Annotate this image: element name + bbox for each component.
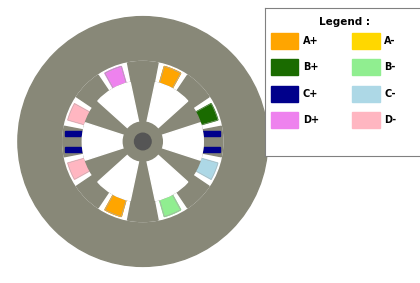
Polygon shape bbox=[105, 188, 128, 216]
Text: B-: B- bbox=[384, 62, 396, 72]
Text: A-: A- bbox=[384, 36, 396, 46]
Text: B+: B+ bbox=[303, 62, 318, 72]
Circle shape bbox=[82, 81, 203, 202]
Wedge shape bbox=[128, 189, 158, 222]
Polygon shape bbox=[68, 156, 97, 179]
FancyBboxPatch shape bbox=[271, 59, 298, 76]
Circle shape bbox=[18, 17, 268, 266]
Wedge shape bbox=[170, 75, 209, 114]
Wedge shape bbox=[76, 169, 116, 208]
Wedge shape bbox=[82, 123, 124, 160]
Polygon shape bbox=[158, 67, 181, 95]
Polygon shape bbox=[158, 188, 181, 216]
Circle shape bbox=[134, 133, 151, 150]
Text: A+: A+ bbox=[303, 36, 318, 46]
Polygon shape bbox=[68, 104, 97, 127]
Wedge shape bbox=[161, 123, 203, 160]
Wedge shape bbox=[98, 155, 139, 201]
Polygon shape bbox=[105, 188, 128, 216]
Wedge shape bbox=[63, 126, 95, 157]
Wedge shape bbox=[98, 82, 139, 128]
Polygon shape bbox=[158, 67, 181, 95]
Circle shape bbox=[123, 122, 162, 161]
Polygon shape bbox=[158, 188, 181, 216]
Polygon shape bbox=[105, 67, 128, 95]
FancyBboxPatch shape bbox=[271, 86, 298, 102]
Text: C+: C+ bbox=[303, 89, 318, 99]
Wedge shape bbox=[147, 82, 188, 128]
Text: Legend :: Legend : bbox=[319, 17, 370, 27]
FancyBboxPatch shape bbox=[352, 59, 380, 76]
FancyBboxPatch shape bbox=[271, 112, 298, 128]
FancyBboxPatch shape bbox=[196, 147, 220, 153]
FancyBboxPatch shape bbox=[196, 130, 220, 136]
Polygon shape bbox=[189, 104, 218, 127]
FancyBboxPatch shape bbox=[271, 33, 298, 49]
Polygon shape bbox=[189, 156, 218, 179]
Text: D+: D+ bbox=[303, 115, 319, 125]
Wedge shape bbox=[147, 155, 188, 201]
FancyBboxPatch shape bbox=[65, 147, 89, 153]
FancyBboxPatch shape bbox=[352, 86, 380, 102]
Wedge shape bbox=[128, 61, 158, 94]
Polygon shape bbox=[105, 67, 128, 95]
FancyBboxPatch shape bbox=[352, 33, 380, 49]
Circle shape bbox=[63, 61, 223, 222]
Text: C-: C- bbox=[384, 89, 396, 99]
FancyBboxPatch shape bbox=[352, 112, 380, 128]
Text: D-: D- bbox=[384, 115, 396, 125]
Wedge shape bbox=[170, 169, 209, 208]
Wedge shape bbox=[76, 75, 116, 114]
Wedge shape bbox=[191, 126, 223, 157]
FancyBboxPatch shape bbox=[65, 130, 89, 136]
